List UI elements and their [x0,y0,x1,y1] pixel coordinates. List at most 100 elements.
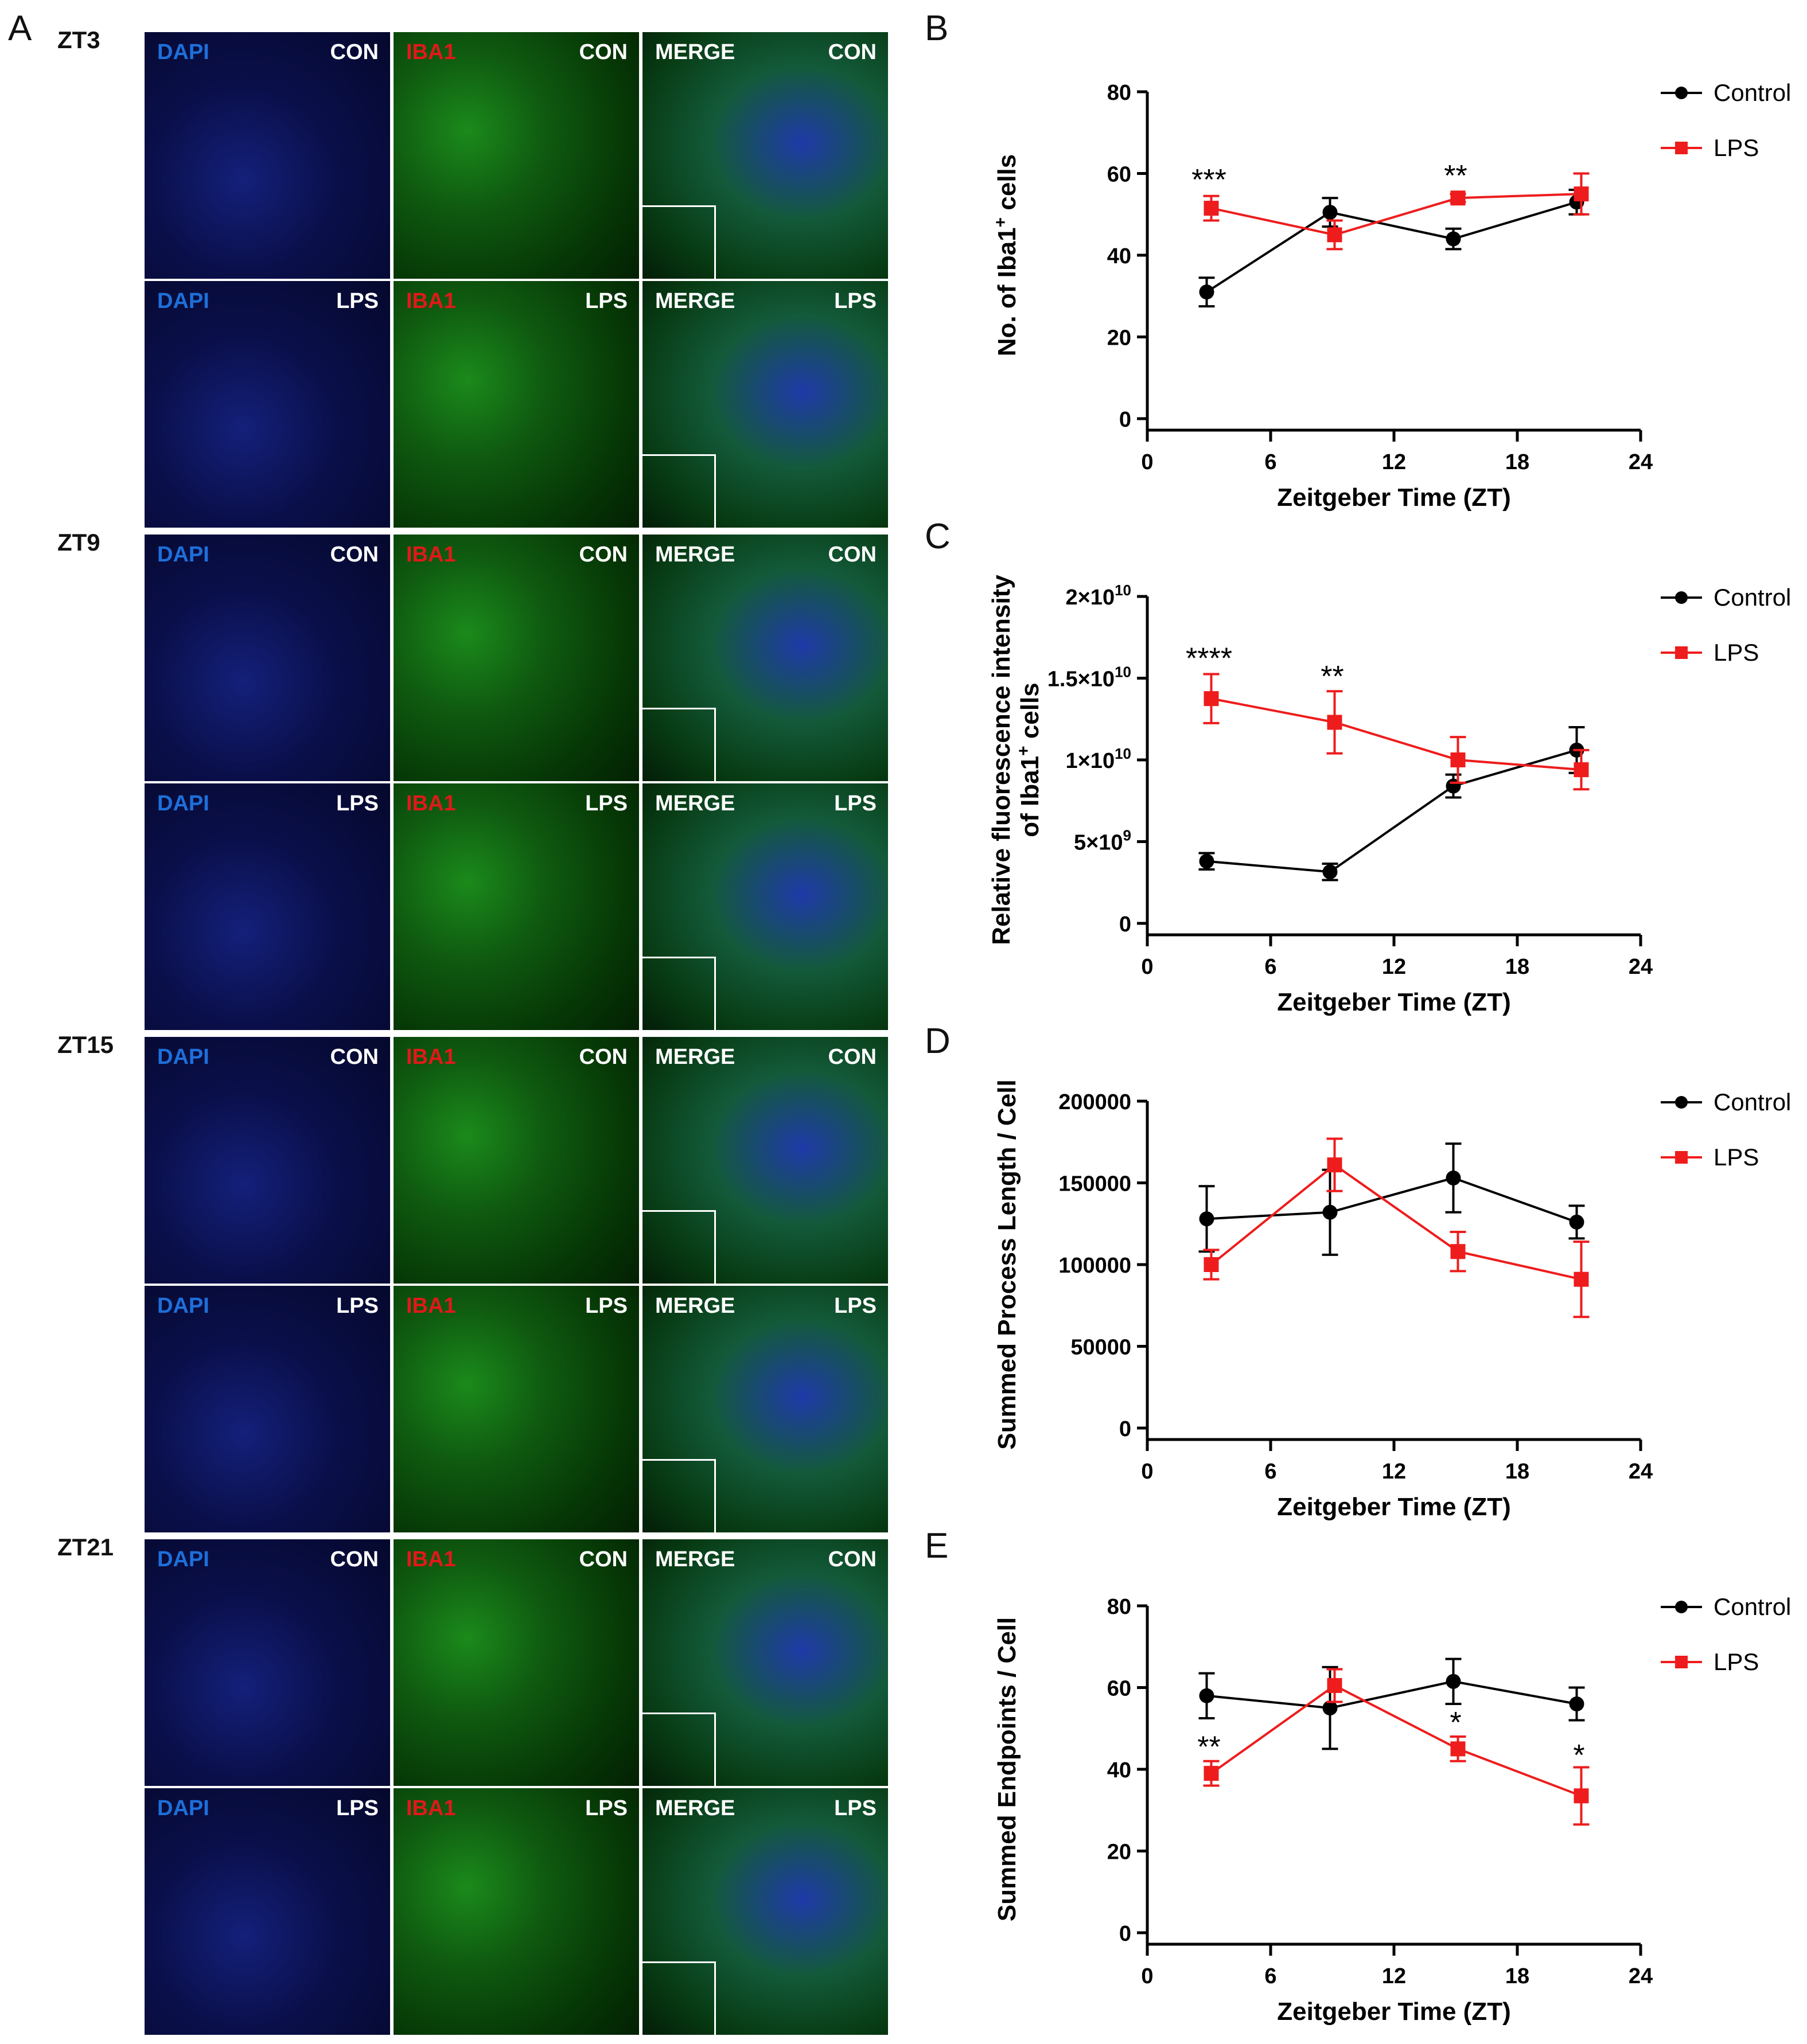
condition-label: CON [828,543,877,567]
data-point-control [1322,864,1338,880]
micrograph-zt21-con-iba1: IBA1 CON [394,1539,639,1786]
channel-label: IBA1 [406,1547,456,1571]
micrograph-zt9-con-dapi: DAPI CON [145,535,390,781]
condition-label: CON [579,40,628,64]
condition-label: LPS [585,289,628,313]
channel-label: MERGE [655,1547,735,1571]
timepoint-label-zt15: ZT15 [57,1031,114,1058]
channel-label: IBA1 [406,791,456,816]
condition-label: CON [828,1547,877,1571]
data-point-lps [1327,227,1342,243]
zoom-inset [642,708,716,781]
y-axis-label: of Iba1+ cells [1014,682,1044,837]
legend-marker-control [1675,1096,1688,1109]
significance-annotation: ** [1197,1731,1220,1764]
significance-annotation: **** [1186,642,1232,675]
y-axis-label-part: Summed Process Length / Cell [993,1079,1021,1450]
data-point-lps [1574,762,1589,778]
data-point-lps [1450,1741,1466,1757]
channel-label: IBA1 [406,289,456,313]
significance-annotation: *** [1191,163,1226,197]
legend-label-lps: LPS [1713,134,1759,161]
y-tick-label: 1×1010 [1065,745,1131,773]
series-line-lps [1210,1163,1582,1281]
y-axis-label-part: + [1014,746,1033,756]
y-tick-label: 80 [1107,81,1131,105]
stain-image [145,783,390,1030]
series-line-lps [1210,1684,1582,1797]
stain-image [642,32,888,279]
data-point-lps [1450,1244,1466,1259]
data-point-lps [1204,201,1219,216]
micrograph-zt15-lps-dapi: DAPI LPS [145,1286,390,1532]
legend-label-control: Control [1713,1593,1791,1620]
micrograph-zt15-lps-merge: MERGE LPS [642,1286,888,1532]
zoom-inset [642,1210,716,1284]
condition-label: CON [828,1045,877,1069]
chart-e-endpoints: 0 20 40 60 80 0 6 12 18 24 Zeitgeber Time (ZT) Summ… [993,1593,1791,2026]
y-tick-label: 40 [1107,1758,1131,1782]
x-tick-label: 12 [1382,450,1406,474]
micrograph-zt3-lps-dapi: DAPI LPS [145,281,390,528]
legend-marker-control [1675,1601,1688,1613]
y-tick-label: 20 [1107,1840,1131,1864]
x-axis-label: Zeitgeber Time (ZT) [1277,988,1510,1016]
channel-label: MERGE [655,1294,735,1318]
significance-annotation: ** [1444,159,1467,193]
condition-label: LPS [336,791,379,816]
y-tick-label: 20 [1107,326,1131,350]
y-tick-label: 0 [1119,408,1131,432]
y-axis-label-part: of Iba1 [1016,756,1044,837]
y-axis-label: Summed Process Length / Cell [993,1079,1021,1450]
x-tick-label: 12 [1382,1460,1406,1484]
x-tick-label: 6 [1264,450,1276,474]
stain-image [145,1539,390,1786]
channel-label: MERGE [655,40,735,64]
stain-image [642,1539,888,1786]
y-axis-label-line1: Relative fluorescence intensity [987,575,1015,945]
channel-label: IBA1 [406,543,456,567]
series-line-lps [1211,193,1582,236]
channel-label: DAPI [157,791,209,816]
micrograph-zt9-con-merge: MERGE CON [642,535,888,781]
y-tick-label: 60 [1107,1677,1131,1701]
channel-label: DAPI [157,543,209,567]
y-axis-label-part: cells [993,154,1021,217]
channel-label: MERGE [655,1796,735,1820]
channel-label: DAPI [157,289,209,313]
legend-label-control: Control [1713,79,1791,106]
y-tick-label: 0 [1119,912,1131,937]
stain-image [642,1788,888,2035]
data-point-lps [1574,1788,1589,1804]
stain-image [145,32,390,279]
channel-label: IBA1 [406,1796,456,1820]
x-tick-label: 6 [1264,1964,1276,1988]
series-line-control [1206,201,1578,293]
legend-marker-control [1675,87,1688,99]
y-axis-label-part: Summed Endpoints / Cell [993,1617,1021,1922]
x-tick-label: 24 [1629,955,1653,979]
stain-image [394,1037,639,1284]
condition-label: CON [579,1045,628,1069]
y-tick-label-base: 1×10 [1065,749,1115,773]
legend-label-control: Control [1713,584,1791,611]
timepoint-label-zt3: ZT3 [57,26,100,53]
condition-label: CON [330,1045,379,1069]
y-tick-label: 200000 [1058,1090,1131,1114]
series-line-lps [1211,697,1582,771]
data-point-control [1199,284,1214,300]
x-tick-label: 24 [1629,1460,1653,1484]
x-axis-label: Zeitgeber Time (ZT) [1277,1493,1510,1521]
data-point-control [1446,231,1461,247]
legend-marker-lps [1675,1656,1688,1668]
x-axis-label: Zeitgeber Time (ZT) [1277,483,1510,512]
zoom-inset [642,1459,716,1532]
series-line-control [1206,1680,1577,1710]
stain-image [145,281,390,528]
legend-marker-lps [1675,1151,1688,1164]
micrograph-zt21-lps-iba1: IBA1 LPS [394,1788,639,2035]
legend-label-lps: LPS [1713,1648,1759,1675]
stain-image [145,1037,390,1284]
stain-image [394,1788,639,2035]
stain-image [394,535,639,781]
